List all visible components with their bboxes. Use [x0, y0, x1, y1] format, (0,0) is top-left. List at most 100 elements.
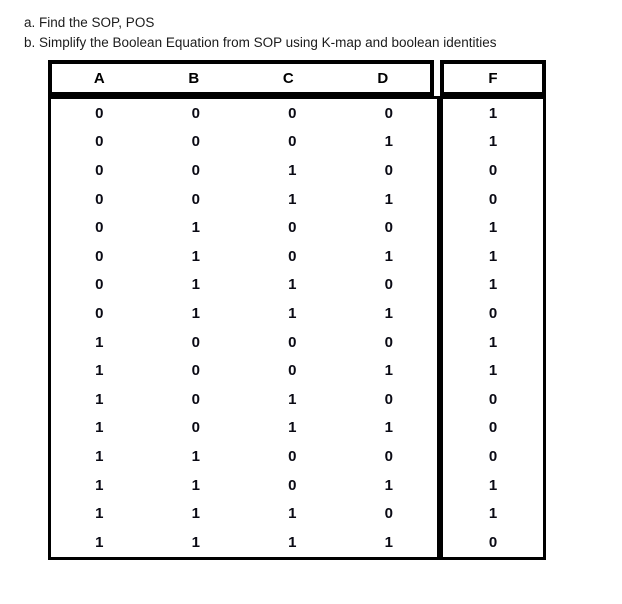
truth-table-cell-a: 1	[95, 476, 104, 494]
truth-table-cell-b: 0	[191, 419, 200, 437]
truth-table-row: 1 0 1 1 0	[51, 413, 543, 443]
truth-table-cell-c: 1	[288, 304, 297, 322]
truth-table-cell-a: 1	[95, 362, 104, 380]
truth-table-row: 0 0 0 0 1	[51, 99, 543, 128]
truth-table-cell-d: 1	[384, 247, 393, 265]
truth-table-cell-b: 0	[191, 133, 200, 151]
truth-table-cell-f: 1	[437, 270, 543, 300]
truth-table-body: 0 0 0 0 1 0 0 0 1 1 0 0 1 0 0 0 0 1 1 0 …	[48, 96, 546, 560]
truth-table-cell-c: 1	[288, 505, 297, 523]
truth-table-cell-a: 0	[95, 190, 104, 208]
truth-table-cell-c: 0	[288, 247, 297, 265]
truth-table-cell-d: 0	[384, 505, 393, 523]
truth-table-cell-b: 1	[191, 247, 200, 265]
truth-table-cell-d: 0	[384, 447, 393, 465]
column-header-c: C	[282, 69, 294, 87]
truth-table-row: 1 1 0 1 1	[51, 470, 543, 500]
truth-table-row: 1 1 1 1 0	[51, 527, 543, 557]
truth-table-cell-c: 0	[288, 104, 297, 122]
column-header-d: D	[377, 69, 389, 87]
truth-table-row: 0 1 1 0 1	[51, 270, 543, 300]
truth-table-cell-d: 1	[384, 476, 393, 494]
truth-table-cell-d: 0	[384, 161, 393, 179]
column-header-f: F	[488, 69, 498, 87]
truth-table-cell-f: 0	[437, 442, 543, 471]
truth-table-cell-a: 0	[95, 161, 104, 179]
truth-table-cell-b: 0	[191, 362, 200, 380]
truth-table-cell-c: 1	[288, 161, 297, 179]
truth-table-row: 0 0 1 1 0	[51, 184, 543, 214]
problem-instructions: a. Find the SOP, POS b. Simplify the Boo…	[0, 0, 622, 52]
truth-table-cell-d: 0	[384, 104, 393, 122]
truth-table-cell-b: 0	[191, 161, 200, 179]
truth-table-cell-c: 1	[288, 276, 297, 294]
truth-table-cell-a: 1	[95, 333, 104, 351]
truth-table-header-row: A B C D F	[48, 60, 546, 96]
truth-table-row: 1 0 0 0 1	[51, 327, 543, 357]
truth-table-cell-b: 1	[191, 505, 200, 523]
truth-table-cell-d: 1	[384, 419, 393, 437]
truth-table-cell-c: 0	[288, 476, 297, 494]
truth-table-cell-b: 1	[191, 533, 200, 551]
truth-table-cell-c: 1	[288, 190, 297, 208]
truth-table-cell-d: 0	[384, 390, 393, 408]
truth-table-cell-b: 1	[191, 476, 200, 494]
truth-table-cell-f: 1	[437, 99, 543, 128]
truth-table-cell-f: 1	[437, 356, 543, 385]
truth-table-cell-d: 0	[384, 219, 393, 237]
column-header-a: A	[93, 69, 105, 87]
instruction-line-b: b. Simplify the Boolean Equation from SO…	[24, 34, 497, 50]
truth-table-cell-c: 0	[288, 219, 297, 237]
truth-table-cell-d: 1	[384, 362, 393, 380]
truth-table-cell-f: 0	[437, 413, 543, 443]
truth-table-cell-f: 1	[437, 127, 543, 157]
truth-table-cell-c: 0	[288, 362, 297, 380]
truth-table-cell-a: 0	[95, 276, 104, 294]
truth-table-cell-b: 0	[191, 333, 200, 351]
truth-table-cell-b: 1	[191, 447, 200, 465]
truth-table-cell-f: 0	[437, 156, 543, 185]
truth-table-cell-a: 0	[95, 219, 104, 237]
truth-table-row: 1 1 1 0 1	[51, 499, 543, 528]
truth-table-cell-a: 1	[95, 505, 104, 523]
truth-table-cell-a: 0	[95, 247, 104, 265]
truth-table-cell-a: 1	[95, 419, 104, 437]
truth-table-cell-f: 0	[437, 384, 543, 414]
truth-table-cell-f: 1	[437, 470, 543, 500]
truth-table-cell-c: 0	[288, 447, 297, 465]
truth-table-cell-c: 0	[288, 133, 297, 151]
truth-table-cell-c: 0	[288, 333, 297, 351]
truth-table-cell-f: 1	[437, 327, 543, 357]
truth-table-cell-a: 1	[95, 390, 104, 408]
output-column-header-box: F	[440, 60, 546, 96]
truth-table-cell-a: 1	[95, 533, 104, 551]
truth-table-row: 0 1 0 1 1	[51, 241, 543, 271]
truth-table-cell-d: 1	[384, 133, 393, 151]
input-columns-header-box: A B C D	[48, 60, 434, 96]
truth-table-cell-c: 1	[288, 533, 297, 551]
truth-table-cell-d: 0	[384, 333, 393, 351]
truth-table-cell-b: 0	[191, 390, 200, 408]
truth-table-cell-f: 0	[437, 527, 543, 557]
truth-table-cell-f: 1	[437, 241, 543, 271]
truth-table-cell-a: 0	[95, 133, 104, 151]
column-header-b: B	[188, 69, 200, 87]
truth-table-cell-f: 1	[437, 213, 543, 242]
truth-table-cell-f: 1	[437, 499, 543, 528]
instruction-line-a: a. Find the SOP, POS	[24, 15, 155, 30]
truth-table-cell-c: 1	[288, 419, 297, 437]
truth-table-cell-a: 1	[95, 447, 104, 465]
truth-table-cell-d: 1	[384, 304, 393, 322]
truth-table-row: 1 1 0 0 0	[51, 442, 543, 471]
truth-table-cell-f: 0	[437, 184, 543, 214]
truth-table-cell-b: 0	[191, 104, 200, 122]
truth-table-row: 1 0 0 1 1	[51, 356, 543, 385]
truth-table-cell-c: 1	[288, 390, 297, 408]
truth-table-cell-b: 1	[191, 219, 200, 237]
truth-table-cell-b: 0	[191, 190, 200, 208]
truth-table-row: 0 1 1 1 0	[51, 299, 543, 328]
truth-table-row: 1 0 1 0 0	[51, 384, 543, 414]
truth-table-row: 0 1 0 0 1	[51, 213, 543, 242]
truth-table-cell-d: 1	[384, 533, 393, 551]
